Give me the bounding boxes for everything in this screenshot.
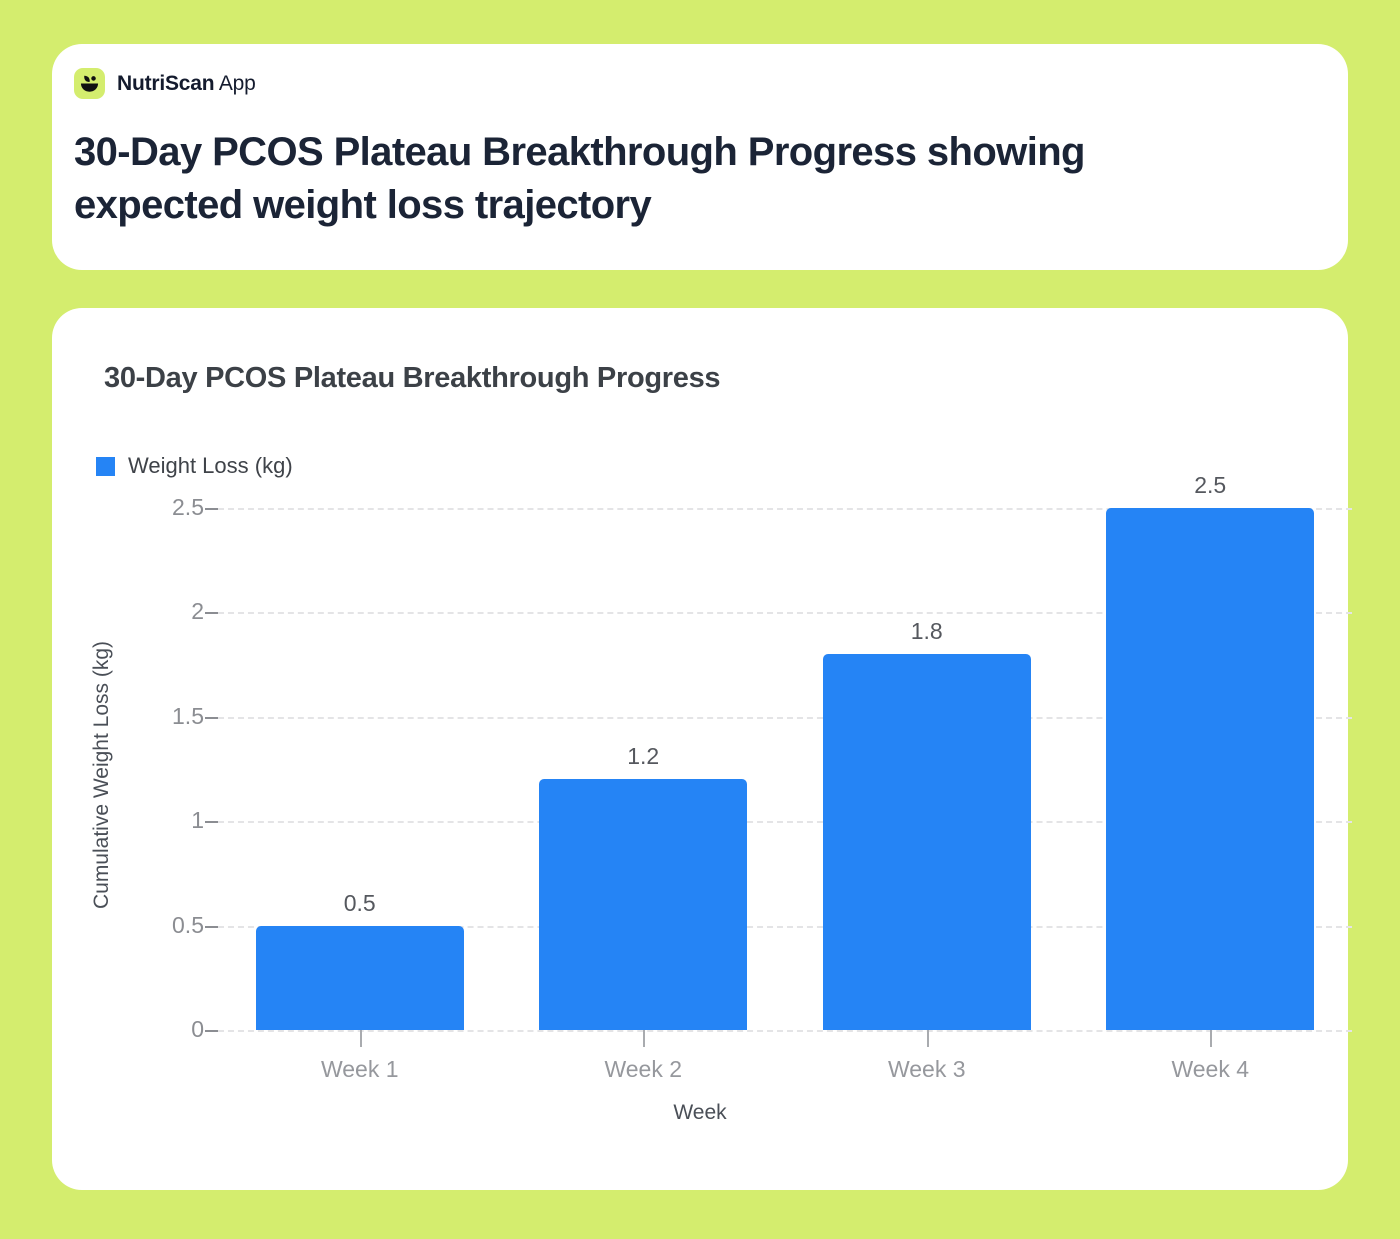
bar[interactable] [1106,508,1315,1030]
chart-legend: Weight Loss (kg) [96,453,293,479]
bar-value-label: 0.5 [343,889,376,916]
bar[interactable] [539,779,748,1030]
y-axis-tick-label: 1 [191,807,204,834]
x-axis-tick-label: Week 3 [887,1056,966,1082]
gridline [218,821,1352,824]
chart-plot: Cumulative Weight Loss (kg) Week 0 0.5 1 1.… [52,308,1352,1190]
x-axis-tick-label: Week 4 [1171,1056,1250,1082]
brand-name: NutriScan App [117,72,256,96]
legend-swatch-weight-loss[interactable] [96,456,115,476]
header-card: NutriScan App 30-Day PCOS Plateau Breakt… [52,44,1348,270]
brand-name-light: App [214,71,256,95]
y-axis-tick-label: 2 [191,598,204,625]
chart-inner-plot: 0 0.5 1 1.5 2 2.5 0.5 Week 1 1.2 Week 2 1.8 Week 3 2… [172,472,1352,1082]
y-axis-tick-label: 0 [191,1016,204,1042]
y-axis-tick-label: 1.5 [172,702,204,729]
page-title: 30-Day PCOS Plateau Breakthrough Progres… [74,130,1085,227]
y-axis-tick-label: 0.5 [172,911,204,938]
gridline [218,716,1352,719]
legend-label-weight-loss[interactable]: Weight Loss (kg) [128,453,293,478]
x-axis-tick-label: Week 1 [320,1056,399,1082]
y-axis-tick-label: 2.5 [172,494,204,520]
bar-value-label: 1.2 [627,743,660,770]
y-axis-tick [205,508,218,510]
bar[interactable] [255,925,464,1030]
x-axis-tick [926,1030,929,1047]
brand-name-strong: NutriScan [117,71,215,95]
y-axis-tick [205,821,218,824]
bar-value-label: 1.8 [910,618,943,645]
gridline [218,508,1352,510]
gridline [218,925,1352,928]
x-axis-tick-label: Week 2 [604,1056,683,1082]
x-axis-tick [359,1030,362,1047]
y-axis-tick [205,925,218,928]
x-axis-tick [1210,1030,1213,1047]
chart-title: 30-Day PCOS Plateau Breakthrough Progres… [104,362,721,394]
bar[interactable] [822,654,1031,1030]
chart-card: 30-Day PCOS Plateau Breakthrough Progres… [52,308,1352,1190]
y-axis-tick [205,612,218,615]
y-axis-tick [205,1030,218,1032]
x-axis-title: Week [673,1101,727,1124]
gridline [218,1030,1352,1032]
y-axis-tick [205,716,218,719]
brand: NutriScan App [74,68,256,99]
y-axis-title: Cumulative Weight Loss (kg) [90,640,113,910]
x-axis-tick [643,1030,646,1047]
leaf-bowl-icon [74,68,105,99]
bar-value-label: 2.5 [1194,472,1227,498]
gridline [218,612,1352,615]
